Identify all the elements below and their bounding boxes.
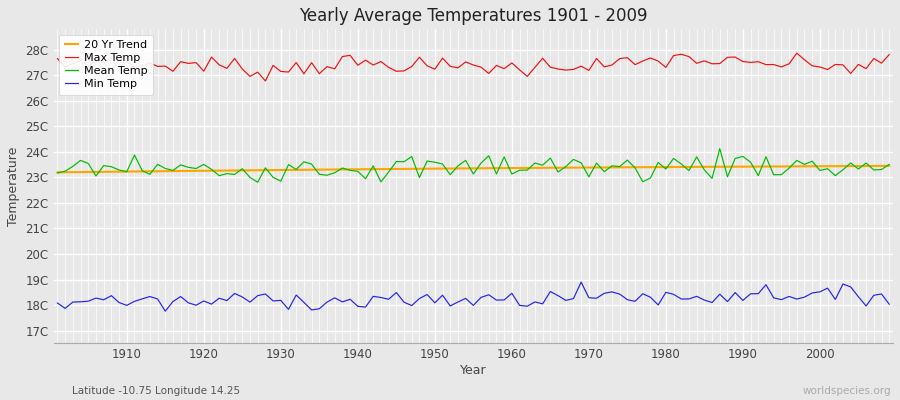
Mean Temp	[884, 162, 895, 167]
Max Temp	[260, 78, 271, 83]
Mean Temp	[337, 166, 347, 170]
Text: Latitude -10.75 Longitude 14.25: Latitude -10.75 Longitude 14.25	[72, 386, 240, 396]
Max Temp	[507, 60, 517, 65]
Mean Temp	[514, 168, 525, 173]
20 Yr Trend	[113, 169, 124, 174]
Max Temp	[884, 52, 895, 57]
Min Temp	[337, 300, 347, 304]
20 Yr Trend	[284, 168, 294, 172]
Mean Temp	[607, 163, 617, 168]
Min Temp	[615, 292, 626, 296]
Mean Temp	[113, 168, 124, 172]
Max Temp	[607, 63, 617, 68]
Max Temp	[514, 68, 525, 72]
Line: Mean Temp: Mean Temp	[58, 148, 889, 182]
Min Temp	[514, 303, 525, 308]
Mean Temp	[715, 146, 725, 151]
Mean Temp	[52, 171, 63, 176]
20 Yr Trend	[598, 165, 609, 170]
Title: Yearly Average Temperatures 1901 - 2009: Yearly Average Temperatures 1901 - 2009	[299, 7, 648, 25]
Max Temp	[291, 60, 302, 65]
Min Temp	[576, 280, 587, 284]
Max Temp	[791, 51, 802, 56]
20 Yr Trend	[884, 164, 895, 168]
Min Temp	[884, 302, 895, 306]
Min Temp	[160, 309, 171, 314]
X-axis label: Year: Year	[460, 364, 487, 377]
Max Temp	[337, 54, 347, 59]
Max Temp	[113, 56, 124, 61]
20 Yr Trend	[507, 166, 517, 170]
Text: worldspecies.org: worldspecies.org	[803, 386, 891, 396]
Min Temp	[52, 301, 63, 306]
Legend: 20 Yr Trend, Max Temp, Mean Temp, Min Temp: 20 Yr Trend, Max Temp, Mean Temp, Min Te…	[59, 35, 153, 95]
Mean Temp	[291, 167, 302, 172]
Mean Temp	[507, 172, 517, 176]
20 Yr Trend	[499, 166, 509, 170]
Min Temp	[113, 300, 124, 305]
20 Yr Trend	[52, 170, 63, 175]
Mean Temp	[252, 180, 263, 185]
Line: 20 Yr Trend: 20 Yr Trend	[58, 166, 889, 172]
Min Temp	[291, 293, 302, 298]
20 Yr Trend	[329, 167, 340, 172]
Max Temp	[52, 56, 63, 61]
Line: Min Temp: Min Temp	[58, 282, 889, 311]
Min Temp	[507, 291, 517, 296]
Line: Max Temp: Max Temp	[58, 53, 889, 81]
Y-axis label: Temperature: Temperature	[7, 147, 20, 226]
